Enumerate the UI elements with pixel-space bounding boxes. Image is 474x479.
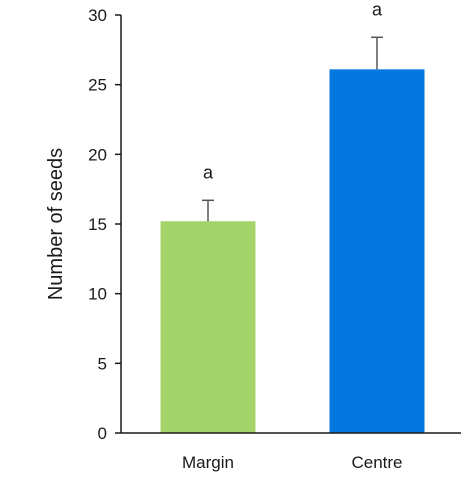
- y-tick-label-0: 0: [98, 424, 107, 443]
- bar-margin: [160, 221, 256, 433]
- significance-label-margin: a: [203, 162, 214, 182]
- y-tick-label-30: 30: [88, 6, 107, 25]
- y-axis-title: Number of seeds: [45, 148, 67, 300]
- bar-centre: [329, 69, 425, 433]
- x-tick-label-margin: Margin: [182, 453, 234, 472]
- y-tick-label-15: 15: [88, 215, 107, 234]
- y-tick-label-20: 20: [88, 145, 107, 164]
- y-tick-label-25: 25: [88, 76, 107, 95]
- y-tick-label-10: 10: [88, 285, 107, 304]
- x-tick-label-centre: Centre: [351, 453, 402, 472]
- y-axis-title-group: Number of seeds: [45, 148, 67, 300]
- y-tick-label-5: 5: [98, 354, 107, 373]
- significance-label-centre: a: [372, 0, 383, 19]
